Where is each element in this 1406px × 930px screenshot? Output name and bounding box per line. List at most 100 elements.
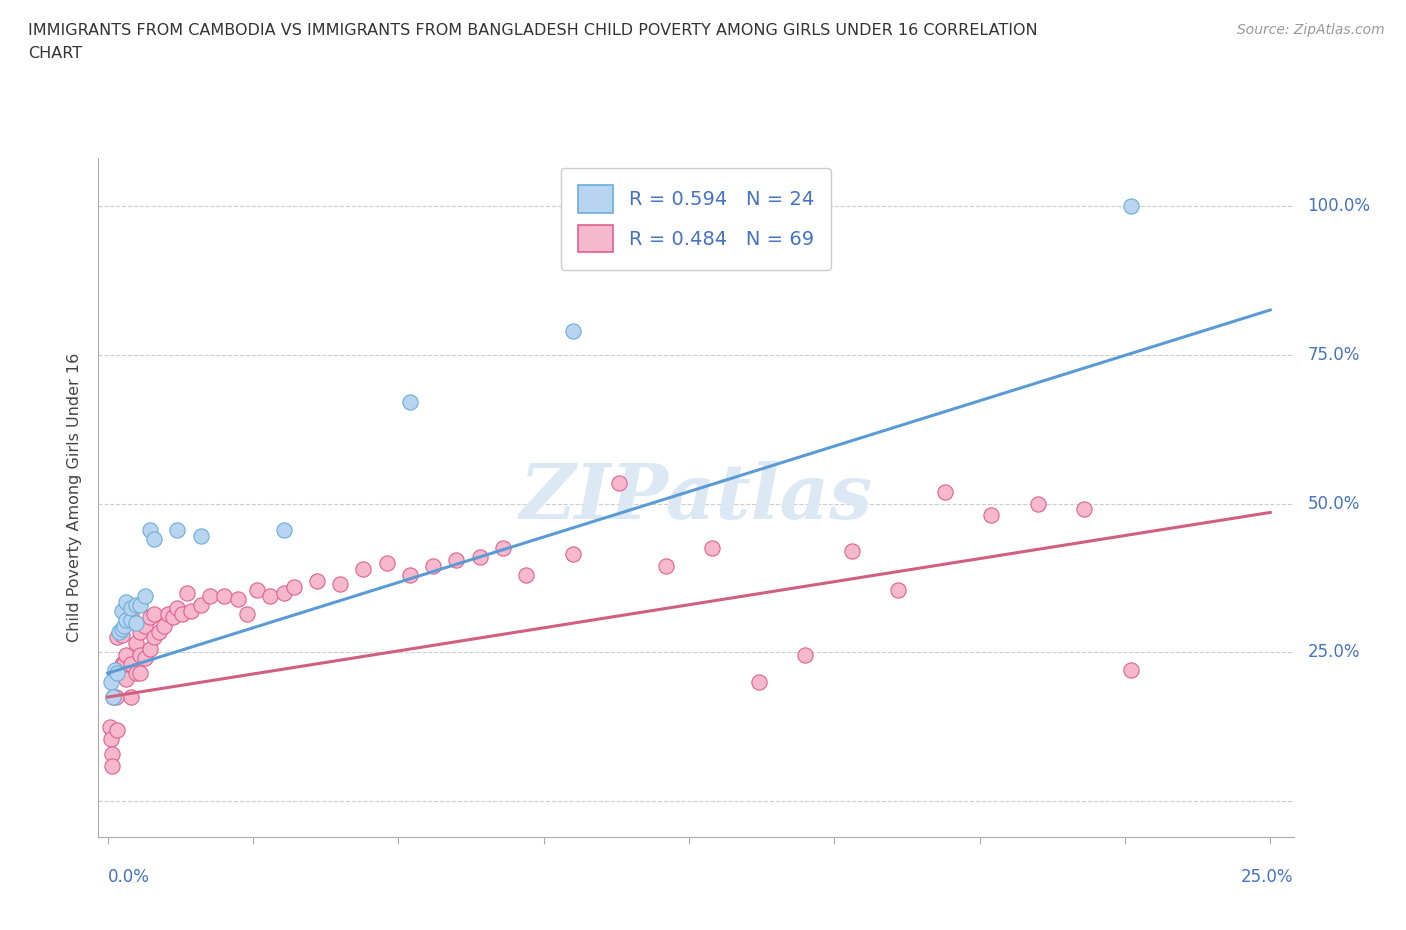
Point xyxy=(115,671,138,686)
Point xyxy=(104,666,127,681)
Point xyxy=(561,547,583,562)
Point xyxy=(120,600,142,615)
Text: Source: ZipAtlas.com: Source: ZipAtlas.com xyxy=(1237,23,1385,37)
Point xyxy=(103,690,125,705)
Point xyxy=(702,540,724,555)
Point xyxy=(166,523,188,538)
Point xyxy=(980,508,1002,523)
Point xyxy=(446,552,468,567)
Point xyxy=(111,627,134,642)
Text: 25.0%: 25.0% xyxy=(1241,868,1294,885)
Point xyxy=(124,597,146,612)
Point xyxy=(166,600,188,615)
Point xyxy=(143,532,166,547)
Point xyxy=(655,559,678,574)
Point xyxy=(283,579,305,594)
Point xyxy=(111,657,134,671)
Point xyxy=(492,540,515,555)
Point xyxy=(515,567,537,582)
Point xyxy=(129,666,152,681)
Point xyxy=(129,624,152,639)
Point xyxy=(134,589,156,604)
Point xyxy=(115,594,138,609)
Point xyxy=(100,675,122,690)
Point xyxy=(101,746,124,761)
Point xyxy=(152,618,174,633)
Point xyxy=(162,609,184,624)
Point xyxy=(273,523,295,538)
Point xyxy=(190,529,212,544)
Point xyxy=(1073,502,1095,517)
Point xyxy=(1119,663,1142,678)
Point xyxy=(236,606,259,621)
Point xyxy=(103,690,125,705)
Point xyxy=(399,567,422,582)
Point xyxy=(148,624,170,639)
Point xyxy=(245,582,267,597)
Point xyxy=(887,582,910,597)
Point xyxy=(112,657,135,671)
Point xyxy=(399,395,422,410)
Point xyxy=(375,555,398,570)
Point xyxy=(561,324,583,339)
Point xyxy=(198,589,221,604)
Point xyxy=(226,591,249,606)
Point xyxy=(138,642,160,657)
Point xyxy=(101,758,124,773)
Point xyxy=(180,604,202,618)
Text: 0.0%: 0.0% xyxy=(108,868,149,885)
Text: 25.0%: 25.0% xyxy=(1308,644,1360,661)
Point xyxy=(934,485,956,499)
Point xyxy=(794,648,817,663)
Text: CHART: CHART xyxy=(28,46,82,61)
Point xyxy=(172,606,194,621)
Point xyxy=(115,612,138,627)
Point xyxy=(105,723,128,737)
Point xyxy=(120,657,142,671)
Point xyxy=(422,559,444,574)
Text: 50.0%: 50.0% xyxy=(1308,495,1360,512)
Text: 100.0%: 100.0% xyxy=(1308,197,1371,215)
Point xyxy=(157,606,180,621)
Point xyxy=(329,577,352,591)
Y-axis label: Child Poverty Among Girls Under 16: Child Poverty Among Girls Under 16 xyxy=(67,352,83,643)
Point xyxy=(124,615,146,630)
Text: IMMIGRANTS FROM CAMBODIA VS IMMIGRANTS FROM BANGLADESH CHILD POVERTY AMONG GIRLS: IMMIGRANTS FROM CAMBODIA VS IMMIGRANTS F… xyxy=(28,23,1038,38)
Point xyxy=(111,604,134,618)
Point xyxy=(111,621,134,636)
Point xyxy=(105,666,128,681)
Point xyxy=(468,550,491,565)
Point xyxy=(607,475,630,490)
Point xyxy=(108,663,131,678)
Point xyxy=(115,648,138,663)
Point xyxy=(124,666,146,681)
Text: 75.0%: 75.0% xyxy=(1308,346,1360,364)
Point xyxy=(129,648,152,663)
Point xyxy=(98,720,121,735)
Point xyxy=(748,675,770,690)
Point xyxy=(134,618,156,633)
Point xyxy=(273,585,295,600)
Point xyxy=(143,630,166,644)
Point xyxy=(841,544,863,559)
Point xyxy=(124,636,146,651)
Point xyxy=(105,630,128,644)
Point xyxy=(120,612,142,627)
Point xyxy=(134,651,156,666)
Point xyxy=(138,609,160,624)
Point xyxy=(212,589,235,604)
Point xyxy=(305,574,328,589)
Point xyxy=(190,597,212,612)
Text: ZIPatlas: ZIPatlas xyxy=(519,460,873,535)
Point xyxy=(104,663,127,678)
Point xyxy=(120,690,142,705)
Point xyxy=(112,618,135,633)
Point xyxy=(143,606,166,621)
Point xyxy=(100,731,122,746)
Point xyxy=(105,690,128,705)
Point xyxy=(108,624,131,639)
Point xyxy=(353,562,375,577)
Point xyxy=(1119,198,1142,213)
Point xyxy=(129,597,152,612)
Point xyxy=(259,589,281,604)
